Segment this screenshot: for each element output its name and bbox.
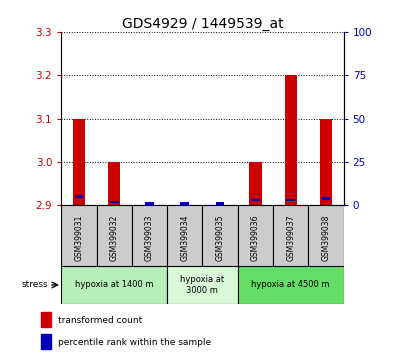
Bar	[251, 199, 260, 201]
Text: GSM399034: GSM399034	[180, 214, 189, 261]
Bar	[110, 201, 118, 203]
Bar	[61, 266, 167, 304]
Bar	[73, 119, 85, 205]
Bar	[286, 199, 295, 201]
Text: stress: stress	[21, 280, 48, 290]
Text: GSM399032: GSM399032	[110, 214, 118, 261]
Text: GSM399033: GSM399033	[145, 214, 154, 261]
Bar	[238, 205, 273, 266]
Bar	[132, 205, 167, 266]
Text: hypoxia at 4500 m: hypoxia at 4500 m	[252, 280, 330, 290]
Bar	[322, 197, 330, 200]
Title: GDS4929 / 1449539_at: GDS4929 / 1449539_at	[122, 17, 283, 31]
Bar	[249, 162, 261, 205]
Text: hypoxia at
3000 m: hypoxia at 3000 m	[181, 275, 224, 295]
Bar	[41, 334, 51, 349]
Bar	[308, 205, 344, 266]
Bar	[167, 205, 202, 266]
Bar	[181, 202, 189, 205]
Bar	[216, 202, 224, 205]
Bar	[108, 162, 120, 205]
Bar	[96, 205, 132, 266]
Text: GSM399035: GSM399035	[216, 214, 225, 261]
Text: GSM399031: GSM399031	[74, 214, 83, 261]
Text: hypoxia at 1400 m: hypoxia at 1400 m	[75, 280, 153, 290]
Bar	[145, 202, 154, 205]
Bar	[202, 205, 238, 266]
Text: GSM399038: GSM399038	[322, 214, 331, 261]
Bar	[167, 266, 238, 304]
Bar	[284, 75, 297, 205]
Bar	[41, 312, 51, 327]
Text: transformed count: transformed count	[58, 316, 142, 325]
Bar	[273, 205, 308, 266]
Bar	[61, 205, 96, 266]
Bar	[238, 266, 344, 304]
Text: GSM399037: GSM399037	[286, 214, 295, 261]
Text: GSM399036: GSM399036	[251, 214, 260, 261]
Bar	[320, 119, 332, 205]
Bar	[75, 195, 83, 198]
Text: percentile rank within the sample: percentile rank within the sample	[58, 338, 211, 347]
